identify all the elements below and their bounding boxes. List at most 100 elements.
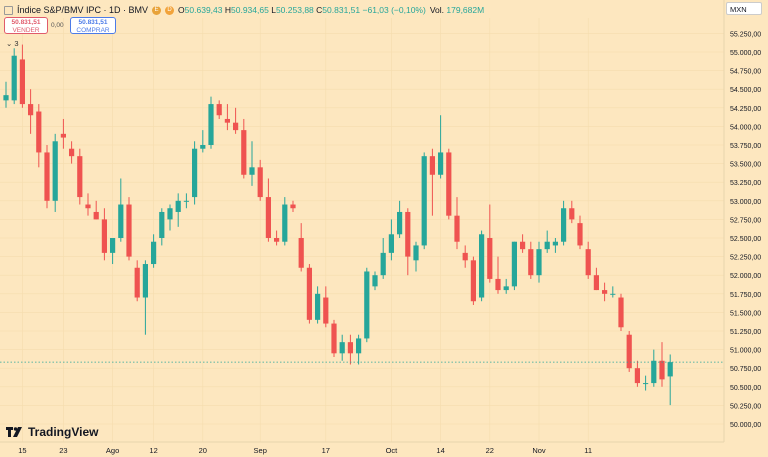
candle-body (11, 55, 17, 101)
tradingview-logo[interactable]: TradingView (6, 425, 98, 439)
candle (323, 286, 329, 328)
candle-body (577, 223, 583, 246)
candle (44, 145, 50, 209)
candle-body (241, 130, 247, 175)
earnings-indicator-icon[interactable]: E (152, 5, 162, 15)
candle (446, 148, 452, 220)
candle-body (634, 368, 640, 384)
candle-body (282, 204, 288, 242)
candle (93, 200, 99, 220)
candle-body (569, 208, 575, 220)
candle-body (528, 249, 534, 276)
candle-body (290, 204, 296, 209)
candle-body (233, 122, 239, 131)
candle (216, 100, 222, 119)
candle-body (511, 241, 517, 287)
candle-body (60, 133, 66, 138)
candle-body (561, 208, 567, 242)
candle-body (44, 152, 50, 201)
candle (438, 115, 444, 179)
candle (487, 204, 493, 283)
y-tick-label: 50.250,00 (730, 403, 761, 410)
tradingview-logo-icon (6, 427, 22, 437)
candle (528, 241, 534, 279)
candle-body (208, 104, 214, 145)
candle-body (69, 148, 75, 157)
indicators-toggle[interactable]: ⌄ 3 (6, 39, 19, 48)
candle (290, 200, 296, 212)
candle (265, 178, 271, 242)
collapse-icon[interactable] (4, 5, 13, 15)
candle-body (118, 204, 124, 238)
candle-body (602, 290, 608, 294)
candle (659, 342, 665, 387)
candle (224, 104, 230, 131)
candle-body (142, 264, 148, 298)
candle-body (249, 167, 255, 175)
symbol-title[interactable]: Índice S&P/BMV IPC · 1D · BMV (17, 5, 149, 15)
candle-body (167, 208, 173, 220)
candle-body (93, 211, 99, 220)
candle (667, 354, 673, 406)
sell-label: VENDER (12, 26, 40, 34)
candle-body (364, 271, 370, 339)
candle (429, 148, 435, 216)
candle-body (298, 238, 304, 268)
currency-selector[interactable]: MXN (726, 2, 762, 15)
x-tick-label: 22 (486, 446, 494, 455)
candle-body (52, 141, 58, 201)
candle-body (552, 241, 558, 246)
candle (28, 89, 34, 134)
candle-body (388, 234, 394, 253)
candle (60, 118, 66, 149)
candle-body (610, 293, 616, 295)
candle-body (544, 241, 550, 250)
candle-body (200, 145, 206, 149)
y-tick-label: 54.500,00 (730, 87, 761, 94)
x-tick-label: Ago (106, 446, 119, 455)
candle-body (101, 219, 107, 253)
candle-body (331, 323, 337, 354)
candle-body (151, 241, 157, 265)
y-tick-label: 55.250,00 (730, 31, 761, 38)
x-tick-label: 20 (199, 446, 207, 455)
sell-button[interactable]: 50.831,51 VENDER (4, 17, 48, 34)
candle (569, 200, 575, 224)
candle (208, 96, 214, 149)
x-tick-label: 14 (436, 446, 444, 455)
y-tick-label: 55.000,00 (730, 50, 761, 57)
candle-body (479, 234, 485, 298)
candle-body (339, 342, 345, 354)
candle-body (536, 249, 542, 276)
price-axis[interactable]: 50.000,00 50.250,00 50.500,00 50.750,00 51.0… (723, 0, 768, 457)
time-axis[interactable]: 15 23 Ago 12 20 Sep 17 Oct 14 22 Nov 11 (0, 441, 724, 455)
candle (405, 208, 411, 276)
candle (19, 44, 25, 108)
candle (347, 334, 353, 365)
candle-body (216, 104, 222, 116)
candle (69, 141, 75, 164)
candle-body (495, 278, 501, 291)
dividend-indicator-icon[interactable]: D (165, 5, 175, 15)
buy-button[interactable]: 50.831,51 COMPRAR (70, 17, 116, 34)
y-tick-label: 54.000,00 (730, 124, 761, 131)
candle (306, 264, 312, 324)
ohlc-values: O50.639,43 H50.934,65 L50.253,88 C50.831… (178, 5, 426, 15)
candle (241, 118, 247, 179)
candle (36, 104, 42, 168)
candle-body (397, 211, 403, 235)
candle-body (85, 204, 91, 209)
candle (388, 219, 394, 261)
candle-body (380, 252, 386, 276)
candle-body (487, 238, 493, 279)
y-tick-label: 50.000,00 (730, 422, 761, 429)
candle-body (257, 167, 263, 198)
candle (577, 215, 583, 250)
candle (142, 260, 148, 335)
candle (561, 200, 567, 246)
y-tick-label: 51.250,00 (730, 329, 761, 336)
candle (77, 148, 83, 205)
candle (298, 223, 304, 272)
x-tick-label: 23 (59, 446, 67, 455)
